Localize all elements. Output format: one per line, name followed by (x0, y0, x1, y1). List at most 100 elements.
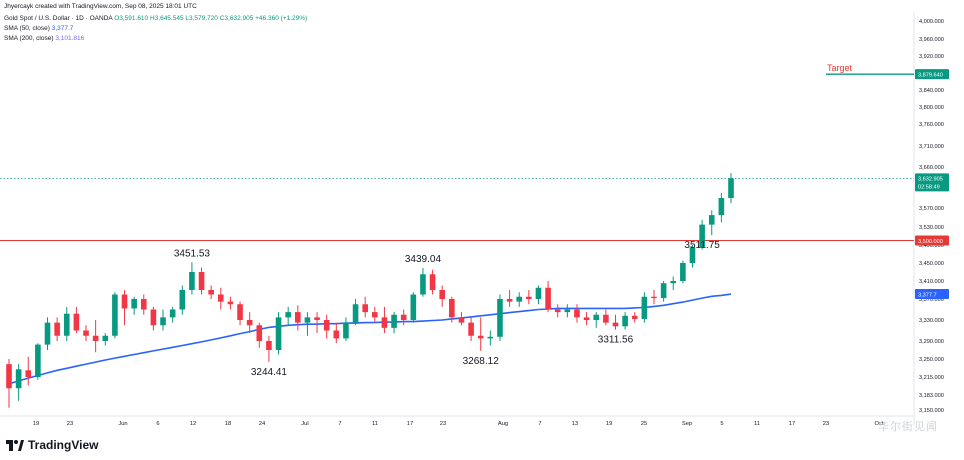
candle-down (583, 317, 590, 320)
candle-up (689, 247, 696, 263)
candle-up (718, 198, 725, 216)
candle-up (160, 317, 166, 326)
candle-down (256, 325, 263, 341)
candle-up (275, 317, 282, 350)
target-price-label-bg (915, 69, 949, 80)
time-axis-tick: 11 (372, 421, 378, 427)
candle-up (169, 309, 176, 318)
time-axis-tick: 6 (156, 421, 159, 427)
candle-up (497, 299, 503, 337)
candle-down (25, 370, 32, 377)
candle-down (612, 322, 619, 327)
time-axis-tick: Oct (874, 421, 883, 427)
sma-price-label: 3,377.7 (918, 293, 937, 299)
candle-up (304, 317, 311, 323)
price-annotation: 3511.75 (684, 240, 720, 251)
target-label: Target (827, 63, 853, 73)
time-axis-tick: 24 (259, 421, 266, 427)
sma50-line (8, 293, 732, 385)
candle-up (420, 274, 426, 295)
price-annotation: 3451.53 (174, 248, 211, 259)
price-axis-tick: 3,960.000 (919, 37, 944, 43)
sma50-legend[interactable]: SMA (50, close) 3,377.7 (4, 25, 73, 33)
candle-down (92, 335, 99, 341)
candle-down (468, 322, 474, 336)
candle-up (516, 296, 523, 302)
candle-up (699, 224, 705, 248)
candle-up (487, 336, 494, 339)
price-axis-tick: 3,800.000 (919, 105, 944, 111)
candle-down (314, 317, 320, 320)
candle-down (323, 320, 330, 331)
price-axis-tick: 3,450.000 (919, 261, 944, 267)
time-axis-tick: 13 (572, 421, 578, 427)
tradingview-logo-icon (6, 439, 24, 451)
sma200-legend-value: 3,101.816 (55, 35, 85, 42)
price-axis-tick: 3,410.000 (919, 279, 944, 285)
candle-up (564, 309, 571, 313)
current-price-label: 3,632.905 (918, 176, 943, 182)
price-axis-tick: 4,000.000 (919, 19, 944, 25)
candle-up (35, 344, 41, 377)
candle-up (189, 272, 195, 290)
candle-down (266, 341, 272, 350)
candle-down (506, 299, 513, 302)
candle-down (150, 309, 157, 326)
candle-down (217, 294, 224, 302)
candle-up (660, 283, 667, 299)
tradingview-logo[interactable]: TradingView (6, 437, 98, 453)
sma200-legend-label: SMA (200, close) (4, 35, 54, 42)
tradingview-logo-text: TradingView (28, 438, 99, 452)
candle-down (372, 312, 378, 318)
time-axis-tick: Aug (498, 421, 508, 427)
price-axis-tick: 3,150.000 (919, 408, 944, 414)
time-axis-tick: 12 (190, 421, 196, 427)
sma200-legend[interactable]: SMA (200, close) 3,101.816 (4, 35, 84, 43)
created-by-text: Jhyercayk created with TradingView.com, … (4, 3, 197, 10)
candle-up (641, 296, 648, 319)
time-axis-tick: 19 (606, 421, 612, 427)
current-price-label-bg (915, 173, 949, 192)
symbol-name: Gold Spot / U.S. Dollar · 1D · OANDA (4, 15, 113, 22)
candle-up (708, 215, 715, 225)
time-axis-tick: 7 (338, 421, 341, 427)
price-axis-tick: 3,760.000 (919, 122, 944, 128)
time-axis-tick: Jul (301, 421, 308, 427)
candle-down (73, 313, 80, 331)
candle-down (574, 309, 580, 318)
time-axis-tick: 17 (407, 421, 413, 427)
candle-down (651, 296, 657, 299)
ohlc-values: O3,591.610 H3,645.545 L3,579.720 C3,632.… (114, 15, 308, 22)
price-axis-tick: 3,660.000 (919, 165, 944, 171)
countdown-label: 02:58:49 (918, 184, 940, 190)
candle-up (622, 315, 628, 327)
candle-down (526, 296, 532, 299)
price-axis-tick: 3,840.000 (919, 88, 944, 94)
price-axis-tick: 3,490.000 (919, 243, 944, 249)
watermark: 华尔街见闻 (878, 421, 938, 433)
candle-up (343, 322, 349, 339)
time-axis-tick: 23 (67, 421, 73, 427)
candle-down (6, 364, 12, 389)
time-axis-tick: 5 (720, 421, 723, 427)
candle-up (63, 313, 70, 336)
candle-up (593, 314, 600, 320)
candle-up (391, 314, 397, 328)
candle-down (458, 317, 465, 323)
price-annotation: 3311.56 (598, 335, 634, 346)
price-axis-tick: 3,570.000 (919, 206, 944, 212)
time-axis-tick: 25 (641, 421, 647, 427)
price-axis-tick: 3,290.000 (919, 339, 944, 345)
price-annotation: 3244.41 (251, 367, 288, 378)
price-axis-tick: 3,215.000 (919, 375, 944, 381)
candle-down (121, 294, 128, 309)
candle-down (362, 304, 368, 313)
time-axis-tick: 11 (754, 421, 760, 427)
price-annotation: 3268.12 (463, 356, 500, 367)
candle-down (246, 320, 253, 326)
candle-down (54, 322, 60, 336)
target-price-label: 3,879.640 (918, 73, 943, 79)
candle-up (535, 287, 542, 299)
candle-down (227, 301, 234, 305)
